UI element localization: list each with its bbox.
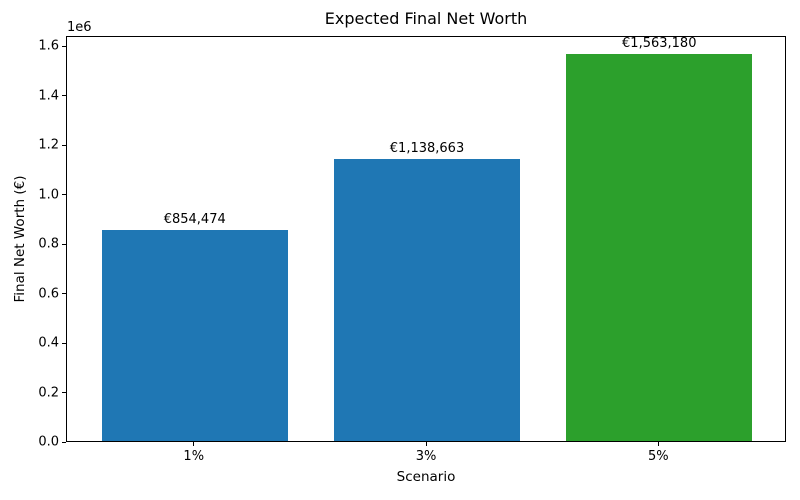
y-tick-label: 0.8 — [38, 236, 59, 252]
y-tick-mark — [62, 293, 66, 295]
y-tick-mark — [62, 392, 66, 394]
y-axis-label: Final Net Worth (€) — [12, 175, 28, 303]
y-tick-mark — [62, 441, 66, 443]
x-tick-label: 3% — [415, 449, 437, 464]
y-tick-label: 1.0 — [38, 187, 59, 203]
bar — [566, 54, 753, 441]
y-tick-label: 0.6 — [38, 286, 59, 302]
x-tick-label: 1% — [183, 449, 205, 464]
y-tick-label: 0.4 — [38, 335, 59, 351]
bar — [334, 159, 520, 441]
x-tick-mark — [193, 442, 195, 446]
y-tick-mark — [62, 144, 66, 146]
bar-value-label: €1,563,180 — [622, 36, 697, 52]
y-tick-label: 0.0 — [38, 434, 59, 450]
y-tick-mark — [62, 95, 66, 97]
bar — [101, 229, 288, 441]
bar-value-label: €1,138,663 — [389, 141, 465, 157]
y-tick-mark — [62, 342, 66, 344]
y-tick-mark — [62, 194, 66, 196]
y-tick-label: 1.4 — [38, 88, 59, 104]
y-tick-mark — [62, 45, 66, 47]
y-tick-mark — [62, 243, 66, 245]
x-axis-label: Scenario — [396, 469, 456, 485]
y-tick-label: 1.2 — [38, 137, 59, 153]
chart-title: Expected Final Net Worth — [324, 9, 528, 28]
x-tick-mark — [657, 442, 659, 446]
y-axis-offset-label: 1e6 — [67, 20, 92, 35]
plot-area: €854,474 €1,138,663 €1,563,180 — [66, 36, 786, 442]
x-tick-mark — [425, 442, 427, 446]
y-tick-label: 0.2 — [38, 385, 59, 401]
x-tick-label: 5% — [647, 449, 669, 464]
bar-value-label: €854,474 — [163, 211, 226, 227]
y-tick-label: 1.6 — [38, 38, 59, 54]
